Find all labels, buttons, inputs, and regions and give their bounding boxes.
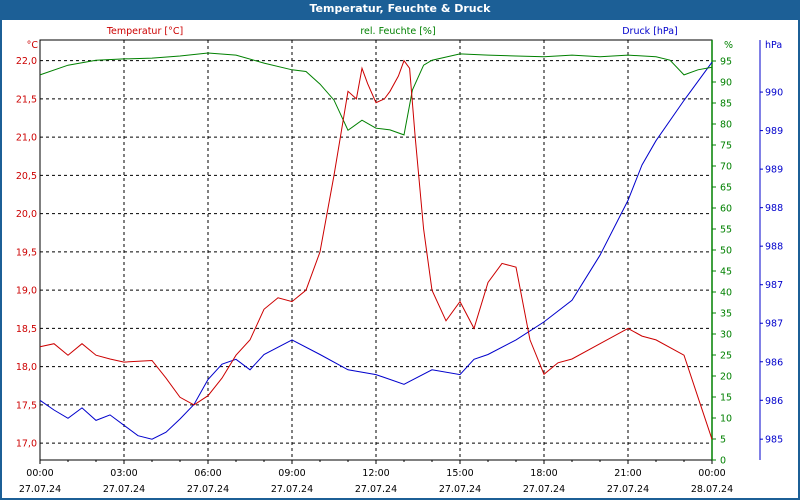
humidity-tick-label: 90 [720,78,732,89]
window-title: Temperatur, Feuchte & Druck [309,2,491,15]
pressure-tick-label: 989 [765,165,783,176]
humidity-tick-label: 35 [720,309,732,320]
temperature-series-line [39,59,713,440]
temperature-tick-label: 21,0 [16,133,37,144]
humidity-tick-label: 40 [720,288,732,299]
humidity-tick-label: 80 [720,120,732,131]
humidity-tick-label: 15 [720,393,732,404]
temperature-tick-label: 20,0 [16,209,37,220]
x-tick-date: 27.07.24 [271,484,313,495]
pressure-tick-label: 987 [765,319,783,330]
pressure-tick-label: 985 [765,435,783,446]
temperature-tick-label: 18,5 [16,324,37,335]
humidity-tick-label: 0 [720,456,726,467]
x-tick-time: 00:00 [26,468,53,479]
pressure-tick-label: 988 [765,203,783,214]
humidity-tick-label: 5 [720,435,726,446]
pressure-tick-label: 987 [765,280,783,291]
x-tick-date: 27.07.24 [523,484,565,495]
x-tick-date: 27.07.24 [187,484,229,495]
temperature-tick-label: 18,0 [16,362,37,373]
x-tick-time: 18:00 [530,468,557,479]
humidity-series-label: rel. Feuchte [%] [360,26,435,37]
temperature-series-label: Temperatur [°C] [106,26,183,37]
x-tick-time: 12:00 [362,468,389,479]
humidity-tick-label: 45 [720,267,732,278]
humidity-tick-label: 70 [720,162,732,173]
humidity-tick-label: 60 [720,204,732,215]
pressure-series-label: Druck [hPa] [622,26,678,37]
pressure-tick-label: 986 [765,357,783,368]
x-tick-date: 27.07.24 [355,484,397,495]
x-tick-time: 15:00 [446,468,473,479]
temperature-unit: °C [27,40,39,51]
pressure-tick-label: 989 [765,126,783,137]
humidity-tick-label: 55 [720,225,732,236]
pressure-tick-label: 988 [765,242,783,253]
x-tick-time: 03:00 [110,468,137,479]
x-tick-date: 27.07.24 [103,484,145,495]
humidity-tick-label: 50 [720,246,732,257]
x-tick-time: 06:00 [194,468,221,479]
x-tick-time: 09:00 [278,468,305,479]
temperature-tick-label: 19,5 [16,247,37,258]
temperature-tick-label: 17,5 [16,400,37,411]
humidity-tick-label: 30 [720,330,732,341]
humidity-unit: % [724,40,733,51]
x-tick-date: 27.07.24 [19,484,61,495]
temperature-tick-label: 19,0 [16,286,37,297]
temperature-tick-label: 20,5 [16,171,37,182]
humidity-tick-label: 65 [720,183,732,194]
temperature-tick-label: 22,0 [16,56,37,67]
humidity-tick-label: 85 [720,99,732,110]
humidity-tick-label: 95 [720,57,732,68]
pressure-series-line [39,61,713,440]
humidity-tick-label: 75 [720,141,732,152]
pressure-unit: hPa [765,40,782,51]
x-tick-date: 27.07.24 [439,484,481,495]
x-tick-date: 28.07.24 [691,484,733,495]
x-tick-time: 21:00 [614,468,641,479]
temperature-tick-label: 17,0 [16,439,37,450]
x-tick-date: 27.07.24 [607,484,649,495]
pressure-tick-label: 990 [765,88,783,99]
humidity-tick-label: 10 [720,414,732,425]
pressure-tick-label: 986 [765,396,783,407]
humidity-series-line [39,52,713,136]
temperature-tick-label: 21,5 [16,94,37,105]
humidity-tick-label: 20 [720,372,732,383]
x-tick-time: 00:00 [698,468,725,479]
humidity-tick-label: 25 [720,351,732,362]
